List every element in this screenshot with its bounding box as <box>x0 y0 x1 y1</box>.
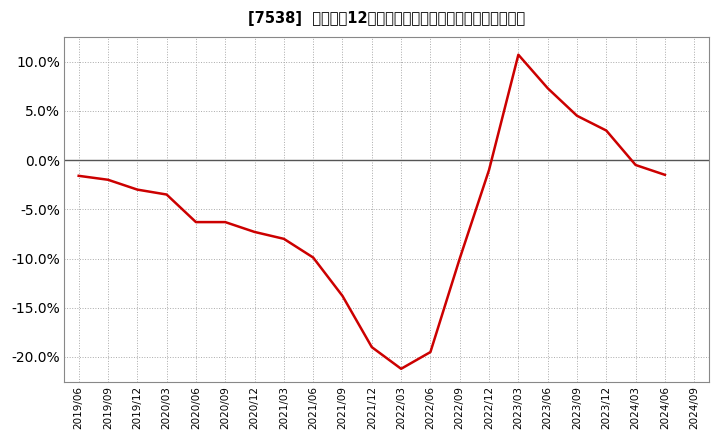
Title: [7538]  売上高の12か月移動合計の対前年同期増減率の推移: [7538] 売上高の12か月移動合計の対前年同期増減率の推移 <box>248 11 525 26</box>
